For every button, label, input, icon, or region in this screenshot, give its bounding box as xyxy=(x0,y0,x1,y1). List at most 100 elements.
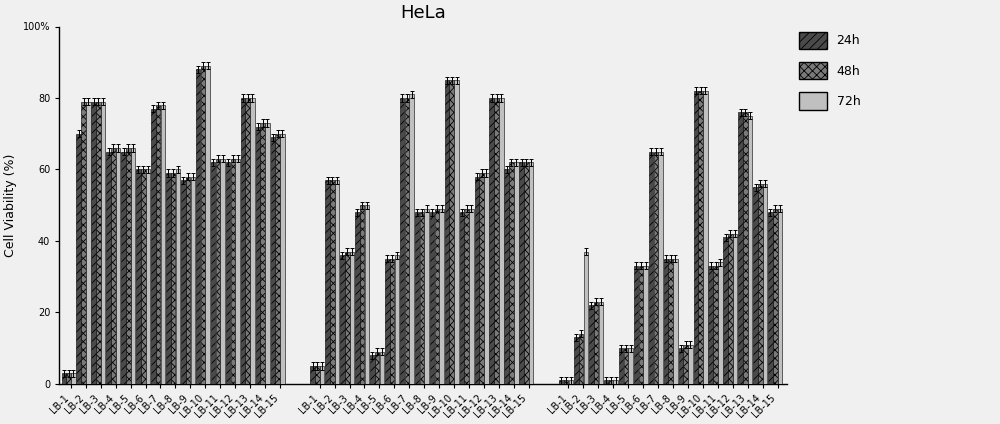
Bar xyxy=(395,255,399,384)
Bar xyxy=(519,162,524,384)
Bar xyxy=(479,173,484,384)
Bar xyxy=(439,209,444,384)
Bar xyxy=(424,209,429,384)
Bar xyxy=(275,134,280,384)
Bar xyxy=(141,170,146,384)
Bar xyxy=(146,170,150,384)
Bar xyxy=(201,66,205,384)
Bar xyxy=(698,91,703,384)
Bar xyxy=(320,366,324,384)
Bar xyxy=(280,134,285,384)
Bar xyxy=(355,212,360,384)
Bar xyxy=(176,170,180,384)
Bar xyxy=(241,98,245,384)
Bar xyxy=(231,159,235,384)
Bar xyxy=(628,348,633,384)
Bar xyxy=(66,373,71,384)
Bar xyxy=(673,259,678,384)
Bar xyxy=(196,70,200,384)
Bar xyxy=(763,184,767,384)
Bar xyxy=(564,380,568,384)
Bar xyxy=(81,101,86,384)
Bar xyxy=(668,259,673,384)
Bar xyxy=(683,345,688,384)
Bar xyxy=(315,366,320,384)
Bar xyxy=(131,148,135,384)
Bar xyxy=(599,301,603,384)
Bar xyxy=(743,112,748,384)
Bar xyxy=(171,173,175,384)
Bar xyxy=(106,151,111,384)
Bar xyxy=(360,205,364,384)
Bar xyxy=(121,151,126,384)
Bar xyxy=(271,137,275,384)
Bar xyxy=(420,212,424,384)
Bar xyxy=(514,162,519,384)
Bar xyxy=(499,98,504,384)
Bar xyxy=(76,134,81,384)
Bar xyxy=(643,266,648,384)
Y-axis label: Cell Viability (%): Cell Viability (%) xyxy=(4,153,17,257)
Bar xyxy=(101,101,105,384)
Bar xyxy=(385,259,390,384)
Bar xyxy=(235,159,240,384)
Bar xyxy=(205,66,210,384)
Bar xyxy=(216,159,220,384)
Bar xyxy=(445,80,449,384)
Bar xyxy=(310,366,315,384)
Bar xyxy=(260,123,265,384)
Bar xyxy=(370,355,375,384)
Bar xyxy=(609,380,613,384)
Bar xyxy=(654,151,658,384)
Bar xyxy=(335,180,339,384)
Bar xyxy=(345,251,350,384)
Bar xyxy=(748,116,752,384)
Bar xyxy=(664,259,668,384)
Bar xyxy=(96,101,101,384)
Bar xyxy=(454,80,459,384)
Bar xyxy=(380,351,384,384)
Bar xyxy=(161,105,165,384)
Bar xyxy=(738,112,743,384)
Bar xyxy=(449,80,454,384)
Bar xyxy=(86,101,91,384)
Bar xyxy=(639,266,643,384)
Bar xyxy=(400,98,404,384)
Bar xyxy=(768,212,773,384)
Bar xyxy=(688,345,693,384)
Bar xyxy=(469,209,474,384)
Bar xyxy=(529,162,533,384)
Bar xyxy=(375,351,379,384)
Bar xyxy=(126,148,131,384)
Bar xyxy=(430,212,434,384)
Bar xyxy=(245,98,250,384)
Bar xyxy=(156,105,160,384)
Bar xyxy=(256,126,260,384)
Bar xyxy=(559,380,564,384)
Bar xyxy=(773,209,778,384)
Bar xyxy=(464,209,469,384)
Bar xyxy=(728,234,733,384)
Bar xyxy=(340,255,345,384)
Bar xyxy=(62,373,66,384)
Bar xyxy=(509,162,514,384)
Bar xyxy=(211,162,215,384)
Bar xyxy=(723,237,728,384)
Bar xyxy=(151,109,156,384)
Bar xyxy=(649,151,653,384)
Bar xyxy=(694,91,698,384)
Bar xyxy=(713,266,718,384)
Bar xyxy=(186,176,190,384)
Bar xyxy=(624,348,628,384)
Bar xyxy=(524,162,529,384)
Bar xyxy=(718,262,723,384)
Bar xyxy=(504,170,509,384)
Bar xyxy=(460,212,464,384)
Bar xyxy=(435,209,439,384)
Bar xyxy=(778,209,782,384)
Bar xyxy=(634,266,638,384)
Bar xyxy=(679,348,683,384)
Bar xyxy=(579,334,583,384)
Bar xyxy=(265,123,270,384)
Bar xyxy=(330,180,335,384)
